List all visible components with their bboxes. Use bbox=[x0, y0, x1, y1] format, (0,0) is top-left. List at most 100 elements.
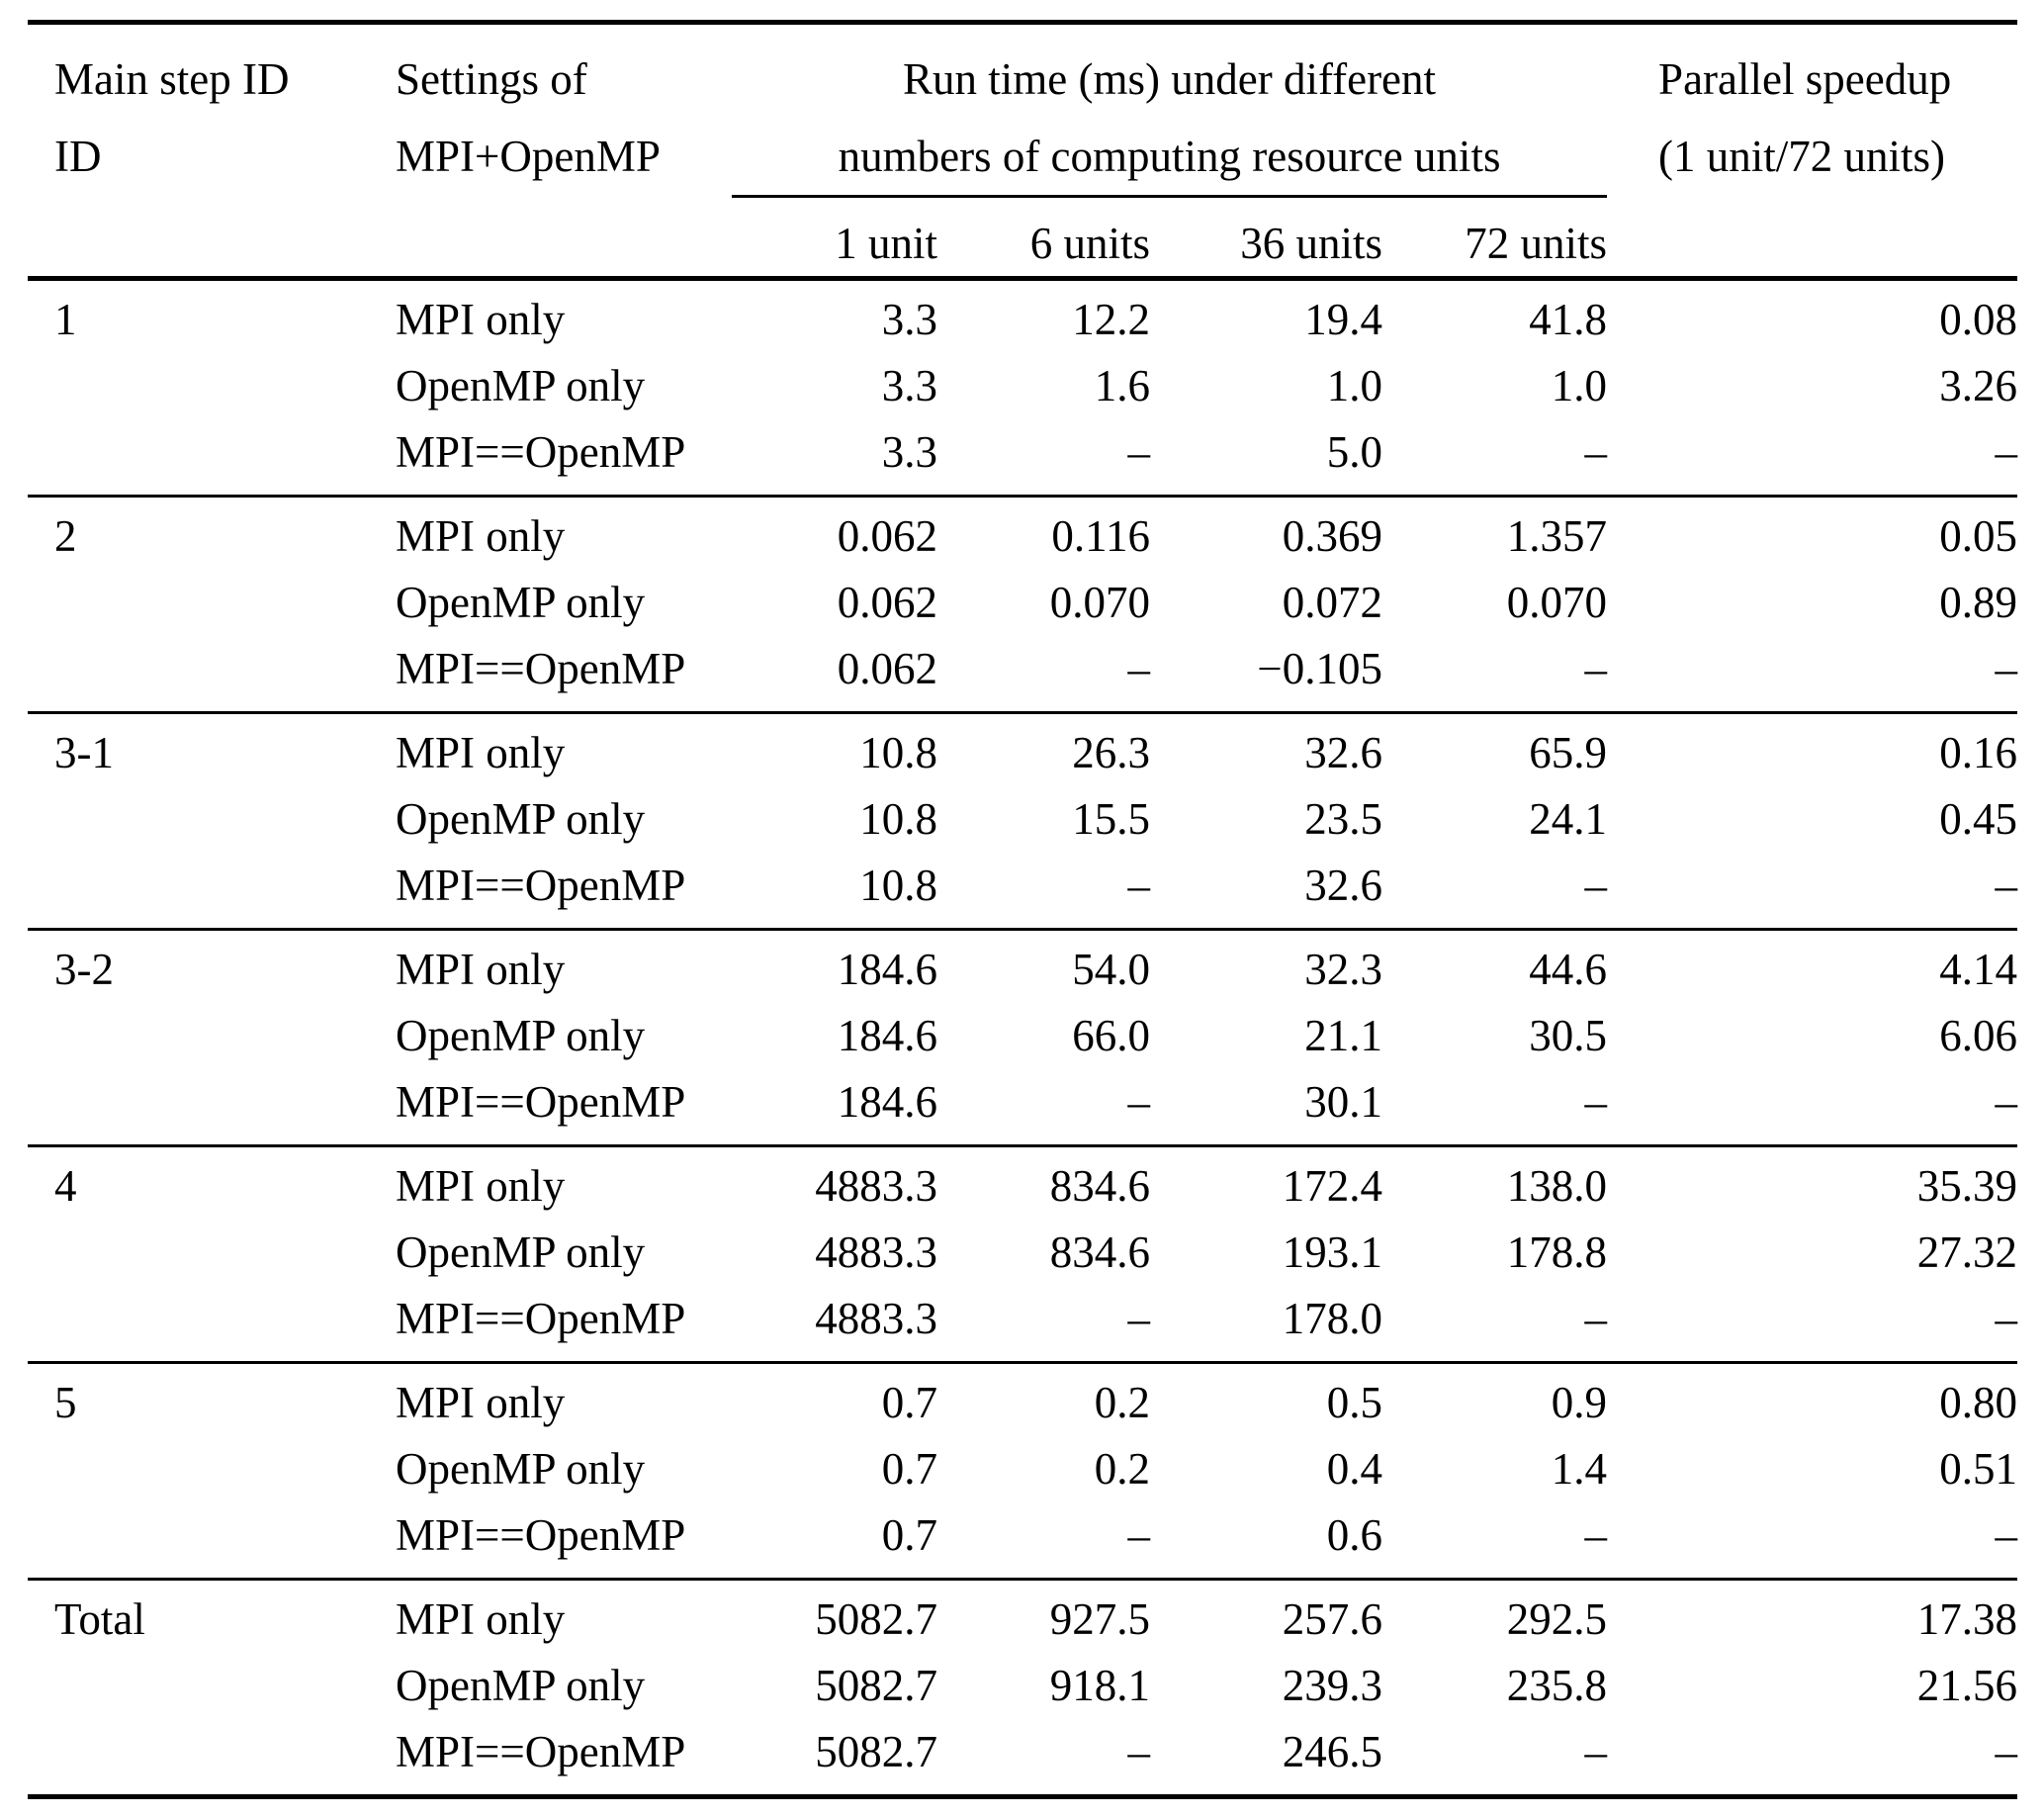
runtime-cell: – bbox=[1127, 1077, 1151, 1127]
runtime-cell: 0.062 bbox=[837, 644, 937, 693]
runtime-cell: 918.1 bbox=[1049, 1661, 1150, 1710]
speedup-cell: – bbox=[1995, 1510, 2018, 1560]
setting-cell: MPI==OpenMP bbox=[396, 427, 686, 477]
runtime-cell: 178.8 bbox=[1506, 1227, 1608, 1277]
header-speedup-line2: (1 unit/72 units) bbox=[1658, 132, 1946, 181]
speedup-cell: 21.56 bbox=[1916, 1661, 2018, 1710]
runtime-cell: 3.3 bbox=[881, 295, 937, 344]
runtime-cell: 12.2 bbox=[1072, 295, 1150, 344]
runtime-cell: 5082.7 bbox=[815, 1727, 937, 1776]
table-row: Total MPI only 5082.7 927.5 257.6 292.5 17.38 bbox=[28, 1580, 2017, 1654]
setting-cell: MPI only bbox=[396, 1594, 566, 1644]
table-row: 3-2 MPI only 184.6 54.0 32.3 44.6 4.14 bbox=[28, 930, 2017, 1004]
runtime-cell: – bbox=[1127, 427, 1151, 477]
table-row: 4 MPI only 4883.3 834.6 172.4 138.0 35.39 bbox=[28, 1146, 2017, 1221]
speedup-cell: – bbox=[1995, 427, 2018, 477]
speedup-cell: 3.26 bbox=[1939, 361, 2018, 410]
speedup-cell: 4.14 bbox=[1939, 945, 2018, 994]
runtime-cell: 0.116 bbox=[1051, 511, 1150, 561]
runtime-cell: 1.357 bbox=[1506, 511, 1608, 561]
speedup-cell: 35.39 bbox=[1916, 1161, 2018, 1211]
runtime-cell: 5082.7 bbox=[815, 1594, 937, 1644]
runtime-cell: 54.0 bbox=[1072, 945, 1150, 994]
runtime-cell: 0.070 bbox=[1506, 578, 1608, 627]
runtime-cell: 172.4 bbox=[1282, 1161, 1382, 1211]
column-header-6-units: 6 units bbox=[1029, 218, 1150, 268]
setting-cell: MPI==OpenMP bbox=[396, 861, 686, 910]
runtime-cell: 4883.3 bbox=[815, 1294, 937, 1343]
runtime-cell: 0.5 bbox=[1326, 1378, 1382, 1427]
runtime-cell: – bbox=[1584, 1077, 1608, 1127]
runtime-cell: 32.6 bbox=[1304, 728, 1382, 777]
runtime-cell: 184.6 bbox=[837, 945, 937, 994]
column-header-parallel-speedup: Parallel speedup (1 unit/72 units) bbox=[1607, 23, 2017, 279]
speedup-cell: 17.38 bbox=[1916, 1594, 2018, 1644]
setting-cell: OpenMP only bbox=[396, 361, 646, 410]
runtime-cell: 10.8 bbox=[859, 794, 937, 844]
runtime-cell: 3.3 bbox=[881, 361, 937, 410]
step-id-cell: Total bbox=[54, 1594, 145, 1644]
setting-cell: MPI only bbox=[396, 511, 566, 561]
header-speedup-line1: Parallel speedup bbox=[1658, 54, 1952, 104]
runtime-cell: 257.6 bbox=[1282, 1594, 1382, 1644]
column-header-36-units: 36 units bbox=[1240, 218, 1382, 268]
runtime-cell: 292.5 bbox=[1506, 1594, 1608, 1644]
setting-cell: OpenMP only bbox=[396, 1444, 646, 1494]
speedup-cell: 6.06 bbox=[1939, 1011, 2018, 1060]
step-group-Total: Total MPI only 5082.7 927.5 257.6 292.5 17.38 O… bbox=[28, 1580, 2018, 1797]
runtime-cell: 0.369 bbox=[1282, 511, 1382, 561]
runtime-cell: 24.1 bbox=[1529, 794, 1608, 844]
runtime-cell: 4883.3 bbox=[815, 1161, 937, 1211]
speedup-cell: – bbox=[1995, 1077, 2018, 1127]
runtime-cell: 30.1 bbox=[1304, 1077, 1382, 1127]
table-row: OpenMP only 10.8 15.5 23.5 24.1 0.45 bbox=[28, 786, 2017, 853]
runtime-cell: −0.105 bbox=[1257, 644, 1382, 693]
table-row: MPI==OpenMP 3.3 – 5.0 – – bbox=[28, 419, 2017, 497]
runtime-cell: 0.7 bbox=[881, 1510, 937, 1560]
setting-cell: MPI only bbox=[396, 1378, 566, 1427]
step-group-2: 2 MPI only 0.062 0.116 0.369 1.357 0.05 OpenMP … bbox=[28, 497, 2018, 713]
runtime-cell: 927.5 bbox=[1049, 1594, 1150, 1644]
runtime-cell: 15.5 bbox=[1072, 794, 1150, 844]
speedup-cell: 27.32 bbox=[1916, 1227, 2018, 1277]
table-row: OpenMP only 184.6 66.0 21.1 30.5 6.06 bbox=[28, 1003, 2017, 1069]
table-row: MPI==OpenMP 184.6 – 30.1 – – bbox=[28, 1069, 2017, 1146]
setting-cell: MPI==OpenMP bbox=[396, 1294, 686, 1343]
header-runtime-line2: numbers of computing resource units bbox=[838, 132, 1501, 181]
header-settings-line2: MPI+OpenMP bbox=[396, 132, 661, 181]
runtime-cell: 5.0 bbox=[1326, 427, 1382, 477]
speedup-cell: – bbox=[1995, 644, 2018, 693]
runtime-cell: 5082.7 bbox=[815, 1661, 937, 1710]
table-row: OpenMP only 0.062 0.070 0.072 0.070 0.89 bbox=[28, 570, 2017, 636]
runtime-cell: 1.4 bbox=[1551, 1444, 1608, 1494]
setting-cell: OpenMP only bbox=[396, 1011, 646, 1060]
runtime-cell: 0.072 bbox=[1282, 578, 1382, 627]
setting-cell: MPI==OpenMP bbox=[396, 1077, 686, 1127]
speedup-cell: 0.80 bbox=[1939, 1378, 2018, 1427]
runtime-cell: 193.1 bbox=[1282, 1227, 1382, 1277]
runtime-cell: 1.6 bbox=[1094, 361, 1150, 410]
speedup-cell: – bbox=[1995, 1727, 2018, 1776]
speedup-cell: – bbox=[1995, 1294, 2018, 1343]
runtime-cell: 0.062 bbox=[837, 578, 937, 627]
step-group-5: 5 MPI only 0.7 0.2 0.5 0.9 0.80 OpenMP only 0.7 0… bbox=[28, 1363, 2018, 1580]
setting-cell: MPI only bbox=[396, 945, 566, 994]
runtime-cell: 44.6 bbox=[1529, 945, 1608, 994]
header-id-line2: ID bbox=[54, 132, 102, 181]
speedup-cell: – bbox=[1995, 861, 2018, 910]
runtime-cell: 32.6 bbox=[1304, 861, 1382, 910]
runtime-cell: 0.070 bbox=[1049, 578, 1150, 627]
runtime-cell: 184.6 bbox=[837, 1077, 937, 1127]
header-runtime-line1: Run time (ms) under different bbox=[903, 54, 1437, 104]
runtime-cell: 10.8 bbox=[859, 861, 937, 910]
runtime-cell: 65.9 bbox=[1529, 728, 1608, 777]
column-header-72-units: 72 units bbox=[1465, 218, 1608, 268]
table-row: MPI==OpenMP 4883.3 – 178.0 – – bbox=[28, 1286, 2017, 1363]
step-group-4: 4 MPI only 4883.3 834.6 172.4 138.0 35.39 OpenM… bbox=[28, 1146, 2018, 1363]
runtime-cell: 0.7 bbox=[881, 1378, 937, 1427]
runtime-cell: 184.6 bbox=[837, 1011, 937, 1060]
speedup-cell: 0.51 bbox=[1939, 1444, 2018, 1494]
runtime-cell: 0.7 bbox=[881, 1444, 937, 1494]
runtime-cell: 0.062 bbox=[837, 511, 937, 561]
